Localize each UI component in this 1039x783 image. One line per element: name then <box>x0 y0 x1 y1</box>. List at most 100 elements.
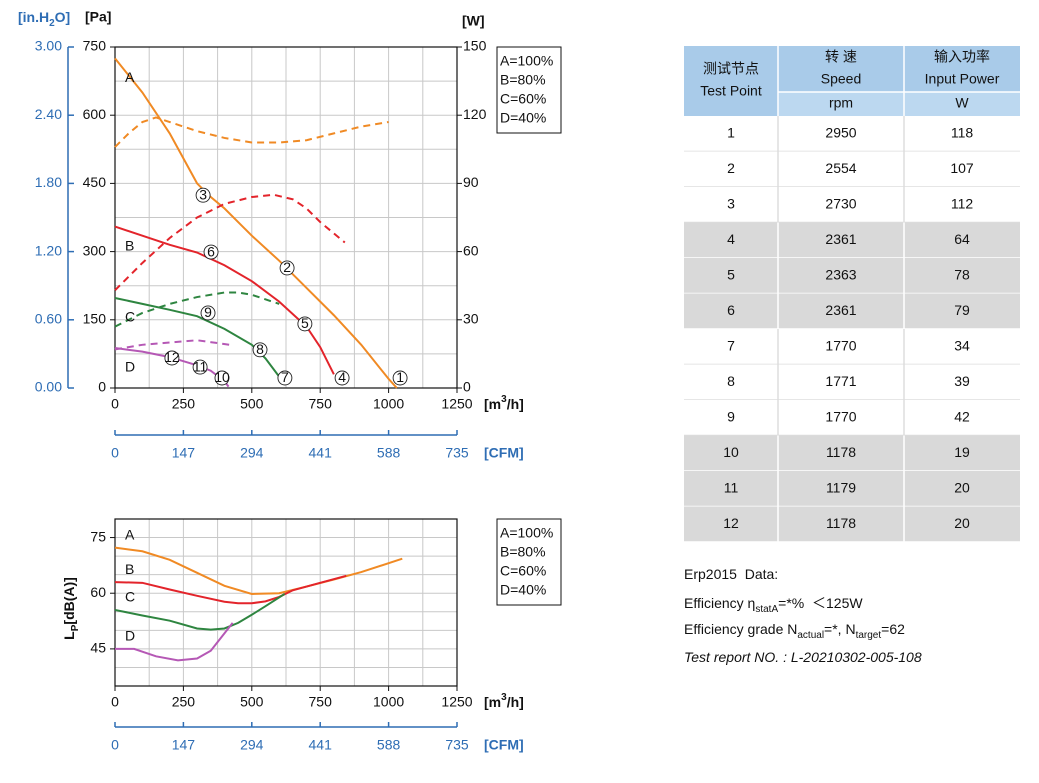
x-axis-label-part: [m <box>484 396 501 412</box>
x-tick-label: 0 <box>111 694 119 710</box>
erp-line-part: Efficiency grade N <box>684 621 797 637</box>
table-cell: 34 <box>954 337 970 353</box>
legend-label: A=100% <box>500 53 553 69</box>
table-row-bg <box>684 400 1020 436</box>
y-axis-label-part: L <box>61 631 77 640</box>
cfm-tick-label: 0 <box>111 445 119 461</box>
table-header: Speed <box>821 71 861 87</box>
table-row-bg <box>684 435 1020 471</box>
table-header: 转 速 <box>825 49 857 65</box>
curve-label: A <box>125 526 135 542</box>
y-tick-label: 0 <box>98 379 106 395</box>
erp-line-part: =*% ＜125W <box>778 595 863 611</box>
test-point-ring <box>214 370 230 386</box>
erp-line-part: statA <box>755 604 778 615</box>
table-cell: 7 <box>727 337 735 353</box>
inh2o-tick-label: 0.00 <box>35 379 62 395</box>
table-row-bg <box>684 293 1020 329</box>
table-header: W <box>955 95 969 111</box>
x-tick-label: 1000 <box>373 396 404 412</box>
x-tick-label: 1250 <box>441 396 472 412</box>
curve-line <box>115 622 234 662</box>
test-point-ring <box>334 370 350 386</box>
table-row-bg <box>684 329 1020 365</box>
cfm-tick-label: 735 <box>445 445 469 461</box>
x-axis-label: [m3/h] <box>484 692 524 710</box>
cfm-tick-label: 147 <box>172 737 196 753</box>
inh2o-axis-label-part: O] <box>55 9 71 25</box>
cfm-tick-label: 294 <box>240 445 264 461</box>
table-cell: 39 <box>954 373 970 389</box>
x-tick-label: 500 <box>240 694 264 710</box>
erp-line-part: Test report NO. : L-20210302-005-108 <box>684 649 922 665</box>
test-point-label: 6 <box>207 243 215 259</box>
test-point-label: 10 <box>214 369 230 385</box>
power-line <box>114 116 389 148</box>
test-point-ring <box>195 187 211 203</box>
test-point-ring <box>277 370 293 386</box>
table-subheader-bg <box>778 92 1020 116</box>
cfm-tick-label: 441 <box>309 445 333 461</box>
erp-line-part: Erp2015 Data: <box>684 566 778 582</box>
table-cell: 9 <box>727 408 735 424</box>
table-cell: 8 <box>727 373 735 389</box>
inh2o-tick-label: 0.60 <box>35 311 62 327</box>
test-point-ring <box>200 305 216 321</box>
cfm-tick-label: 0 <box>111 737 119 753</box>
table-header: 输入功率 <box>934 49 990 65</box>
legend-box <box>496 46 562 134</box>
y2-tick-label: 30 <box>463 311 479 327</box>
table-cell: 1178 <box>826 515 856 531</box>
x-tick-label: 750 <box>309 694 333 710</box>
table-cell: 107 <box>950 160 974 176</box>
legend-label: A=100% <box>500 525 553 541</box>
table-row-bg <box>684 151 1020 187</box>
legend-label: D=40% <box>500 582 546 598</box>
table-cell: 2950 <box>825 124 856 140</box>
table-cell: 2363 <box>825 266 856 282</box>
table-cell: 5 <box>727 266 735 282</box>
test-point-label: 2 <box>283 259 291 275</box>
test-point-label: 9 <box>204 304 212 320</box>
x-tick-label: 500 <box>240 396 264 412</box>
table-cell: 20 <box>954 515 970 531</box>
table-cell: 118 <box>951 124 974 140</box>
erp-line: Test report NO. : L-20210302-005-108 <box>684 649 922 665</box>
inh2o-tick-label: 2.40 <box>35 106 62 122</box>
x-axis-label-part: 3 <box>501 692 507 703</box>
x-tick-label: 750 <box>309 396 333 412</box>
y2-tick-label: 120 <box>463 106 487 122</box>
y-axis-label-part: P <box>70 624 81 631</box>
cfm-axis-label: [CFM] <box>484 445 524 461</box>
y2-tick-label: 0 <box>463 379 471 395</box>
test-point-label: 11 <box>193 358 208 374</box>
inh2o-axis-label: [in.H2O] <box>18 9 70 29</box>
test-point-label: 8 <box>256 341 264 357</box>
test-point-label: 4 <box>338 369 346 385</box>
y-tick-label: 75 <box>90 528 106 544</box>
y2-tick-label: 90 <box>463 174 479 190</box>
erp-line-part: target <box>856 630 882 641</box>
y2-tick-label: 150 <box>463 38 487 54</box>
test-point-ring <box>192 359 208 375</box>
erp-line: Efficiency ηstatA=*% ＜125W <box>684 595 863 615</box>
erp-line-part: =*, N <box>824 621 856 637</box>
erp-line-part: actual <box>797 630 824 641</box>
curve-line <box>114 225 335 375</box>
table-cell: 10 <box>723 444 739 460</box>
x-axis-label-part: 3 <box>501 394 507 405</box>
test-point-ring <box>252 342 268 358</box>
table-cell: 2 <box>727 160 735 176</box>
curve-label: D <box>125 359 135 375</box>
erp-line: Erp2015 Data: <box>684 566 778 582</box>
table-row-bg <box>684 506 1020 542</box>
table-row-bg <box>684 364 1020 400</box>
test-point-ring <box>164 350 180 366</box>
curve-label: C <box>125 589 135 605</box>
table-cell: 2554 <box>825 160 856 176</box>
test-point-ring <box>392 370 408 386</box>
table-cell: 2361 <box>825 302 856 318</box>
x-axis-label-part: /h] <box>507 396 524 412</box>
table-cell: 11 <box>724 479 739 495</box>
